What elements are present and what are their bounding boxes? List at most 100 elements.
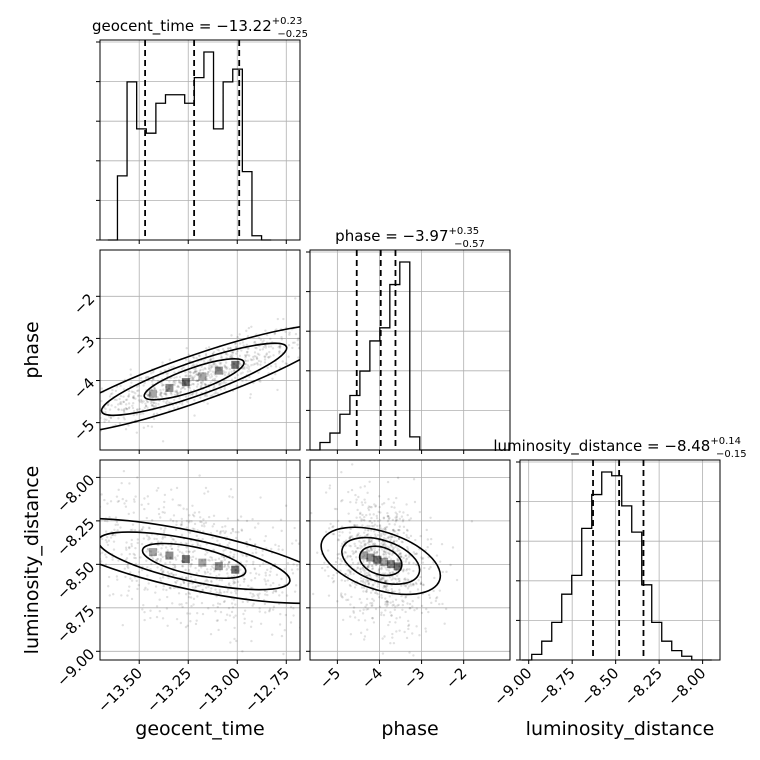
scatter-point-1-0 xyxy=(197,371,200,375)
scatter-point-2-1 xyxy=(392,528,395,532)
scatter-point-2-1 xyxy=(392,540,395,544)
scatter-point-2-1 xyxy=(366,628,369,631)
scatter-point-1-0 xyxy=(269,345,273,348)
scatter-point-1-0 xyxy=(224,365,227,369)
scatter-point-2-0 xyxy=(124,546,128,549)
scatter-point-2-0 xyxy=(245,540,248,544)
scatter-point-2-0 xyxy=(179,541,183,545)
scatter-point-2-1 xyxy=(363,539,366,543)
scatter-point-1-0 xyxy=(135,385,139,388)
scatter-point-2-1 xyxy=(384,526,387,529)
scatter-point-1-0 xyxy=(288,331,291,334)
scatter-point-2-0 xyxy=(93,549,95,551)
scatter-point-2-1 xyxy=(374,607,378,611)
scatter-point-2-0 xyxy=(119,526,122,529)
scatter-point-2-1 xyxy=(366,541,370,545)
scatter-point-2-1 xyxy=(384,580,387,583)
scatter-point-1-0 xyxy=(220,381,223,385)
scatter-point-2-0 xyxy=(110,533,114,537)
scatter-point-1-0 xyxy=(160,384,164,387)
scatter-point-1-0 xyxy=(168,384,171,387)
scatter-point-2-1 xyxy=(356,567,359,570)
scatter-point-2-0 xyxy=(284,504,288,507)
scatter-point-1-0 xyxy=(197,378,200,382)
scatter-point-1-0 xyxy=(169,391,172,395)
scatter-point-2-1 xyxy=(391,548,395,551)
scatter-point-2-0 xyxy=(141,527,144,531)
scatter-point-2-1 xyxy=(365,588,369,591)
scatter-point-1-0 xyxy=(129,373,132,376)
scatter-point-1-0 xyxy=(209,367,213,370)
scatter-point-1-0 xyxy=(199,381,203,385)
scatter-point-2-1 xyxy=(407,555,411,559)
scatter-point-2-1 xyxy=(360,586,364,589)
scatter-point-2-1 xyxy=(376,519,380,523)
scatter-point-2-1 xyxy=(348,568,351,572)
scatter-point-1-0 xyxy=(116,403,120,406)
scatter-point-2-1 xyxy=(382,542,386,546)
scatter-point-2-0 xyxy=(222,549,225,552)
scatter-point-1-0 xyxy=(176,406,180,409)
scatter-point-2-0 xyxy=(297,542,300,545)
scatter-point-2-1 xyxy=(348,537,351,540)
scatter-point-2-0 xyxy=(175,486,179,490)
scatter-point-1-0 xyxy=(139,398,143,402)
scatter-point-1-0 xyxy=(132,396,135,399)
scatter-point-2-0 xyxy=(206,551,209,554)
scatter-point-1-0 xyxy=(233,376,237,379)
scatter-point-2-0 xyxy=(200,524,204,527)
scatter-point-2-0 xyxy=(232,574,236,578)
scatter-point-2-0 xyxy=(159,552,162,555)
scatter-point-2-1 xyxy=(376,592,380,596)
scatter-point-1-0 xyxy=(200,365,203,369)
scatter-point-2-1 xyxy=(388,516,391,520)
scatter-point-2-1 xyxy=(334,560,338,564)
scatter-point-1-0 xyxy=(177,379,181,382)
scatter-point-1-0 xyxy=(214,391,218,395)
scatter-point-2-1 xyxy=(428,567,431,571)
scatter-point-2-0 xyxy=(116,523,120,526)
scatter-point-2-0 xyxy=(300,566,302,568)
scatter-point-1-0 xyxy=(154,402,158,405)
scatter-point-2-1 xyxy=(413,552,417,556)
scatter-point-2-1 xyxy=(427,610,430,614)
scatter-point-1-0 xyxy=(216,392,220,395)
scatter-point-2-0 xyxy=(239,515,243,518)
scatter-point-2-0 xyxy=(159,559,162,563)
scatter-point-2-0 xyxy=(149,550,153,553)
contour-2-0-2 xyxy=(100,517,300,605)
scatter-point-2-0 xyxy=(194,622,198,626)
scatter-point-2-0 xyxy=(258,592,261,595)
scatter-point-1-0 xyxy=(258,379,261,382)
scatter-point-2-1 xyxy=(340,471,343,474)
scatter-point-2-0 xyxy=(173,566,176,570)
scatter-point-2-0 xyxy=(259,622,263,626)
scatter-point-2-1 xyxy=(326,549,330,552)
scatter-point-1-0 xyxy=(127,424,130,427)
scatter-point-1-0 xyxy=(159,370,162,373)
scatter-point-2-0 xyxy=(220,560,223,563)
scatter-point-2-1 xyxy=(388,546,391,549)
scatter-point-2-1 xyxy=(364,581,367,584)
scatter-point-2-0 xyxy=(139,556,142,559)
scatter-point-2-1 xyxy=(435,597,438,600)
scatter-point-2-0 xyxy=(128,552,132,556)
scatter-point-1-0 xyxy=(229,356,233,359)
scatter-point-2-1 xyxy=(366,565,370,568)
scatter-point-2-0 xyxy=(249,586,252,589)
scatter-point-2-0 xyxy=(202,522,206,525)
scatter-point-2-0 xyxy=(205,578,208,581)
scatter-point-2-1 xyxy=(390,553,394,557)
scatter-point-2-0 xyxy=(251,595,254,598)
scatter-point-2-1 xyxy=(403,584,406,587)
scatter-point-1-0 xyxy=(177,385,180,389)
density-block-2-1 xyxy=(393,562,402,571)
scatter-point-2-1 xyxy=(419,581,423,584)
scatter-point-2-0 xyxy=(168,561,172,564)
scatter-point-2-1 xyxy=(405,528,409,532)
scatter-point-2-0 xyxy=(155,615,159,619)
scatter-point-1-0 xyxy=(297,346,300,350)
scatter-point-2-1 xyxy=(376,524,379,528)
scatter-point-2-1 xyxy=(434,599,438,603)
scatter-point-2-1 xyxy=(382,516,386,519)
